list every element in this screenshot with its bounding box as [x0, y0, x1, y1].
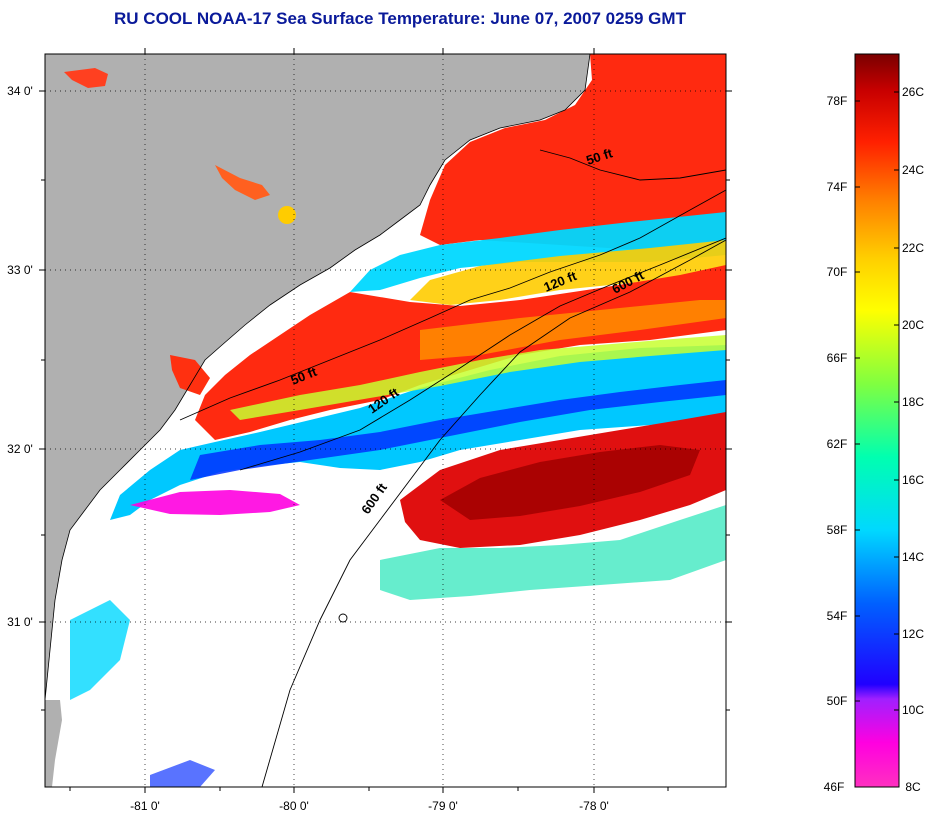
estuary-patch-3: [170, 355, 210, 395]
magenta-cold-patch: [130, 490, 300, 515]
lat-label-32: 32 0': [7, 442, 33, 456]
cb-c-26: 26C: [902, 85, 924, 99]
land-mass: [45, 54, 590, 700]
isobath-600ft: [261, 239, 726, 787]
lake-patch: [278, 206, 296, 224]
cb-c-12: 12C: [902, 627, 924, 641]
blue-streak: [190, 380, 726, 480]
cb-f-62: 62F: [827, 437, 848, 451]
cb-f-54: 54F: [827, 609, 848, 623]
cb-c-16: 16C: [902, 473, 924, 487]
map-area: [45, 54, 726, 787]
cb-f-58: 58F: [827, 523, 848, 537]
lon-label-80: -80 0': [279, 799, 309, 813]
map-title: RU COOL NOAA-17 Sea Surface Temperature:…: [114, 9, 686, 28]
cool-fringe-south: [380, 505, 726, 600]
cb-c-10: 10C: [902, 703, 924, 717]
isobath-lines: [179, 149, 726, 787]
colorbar-ticks: [855, 91, 899, 788]
cb-f-46: 46F: [824, 780, 845, 794]
cb-c-22: 22C: [902, 241, 924, 255]
colorbar-gradient: [854, 53, 900, 788]
lat-label-34: 34 0': [7, 84, 33, 98]
warm-water-north: [420, 54, 726, 250]
cb-c-24: 24C: [902, 163, 924, 177]
cb-c-8: 8C: [905, 780, 921, 794]
isobath-50ft: [179, 189, 726, 421]
lon-label-79: -79 0': [428, 799, 458, 813]
lat-label-33: 33 0': [7, 263, 33, 277]
land-lower: [45, 700, 62, 787]
coastline: [45, 54, 591, 701]
colorbar: 78F 74F 70F 66F 62F 58F 54F 50F 46F 26C …: [824, 53, 924, 794]
cb-f-50: 50F: [827, 694, 848, 708]
isobath-50ft-north: [539, 149, 726, 181]
yellow-green-band: [230, 335, 726, 420]
isobath-120ft: [239, 237, 726, 471]
orange-streak: [420, 300, 726, 360]
small-blue-patch: [150, 760, 215, 787]
estuary-patch-1: [64, 68, 108, 88]
estuary-patch-2: [215, 165, 270, 200]
cb-f-70: 70F: [827, 265, 848, 279]
map-ticks: [39, 48, 732, 793]
grid-lines: [45, 54, 726, 787]
map-frame: [44, 53, 727, 788]
dark-red-core: [440, 445, 700, 520]
isobath-ring: [338, 613, 348, 623]
cb-c-20: 20C: [902, 318, 924, 332]
cool-band-north: [350, 212, 726, 292]
lon-label-78: -78 0': [579, 799, 609, 813]
cb-c-14: 14C: [902, 550, 924, 564]
cb-f-66: 66F: [827, 351, 848, 365]
cb-c-18: 18C: [902, 395, 924, 409]
coastal-cool-patch: [70, 600, 130, 700]
lat-label-31: 31 0': [7, 615, 33, 629]
cb-f-74: 74F: [827, 180, 848, 194]
lon-label-81: -81 0': [130, 799, 160, 813]
cb-f-78: 78F: [827, 94, 848, 108]
yellow-band-north: [410, 240, 726, 305]
